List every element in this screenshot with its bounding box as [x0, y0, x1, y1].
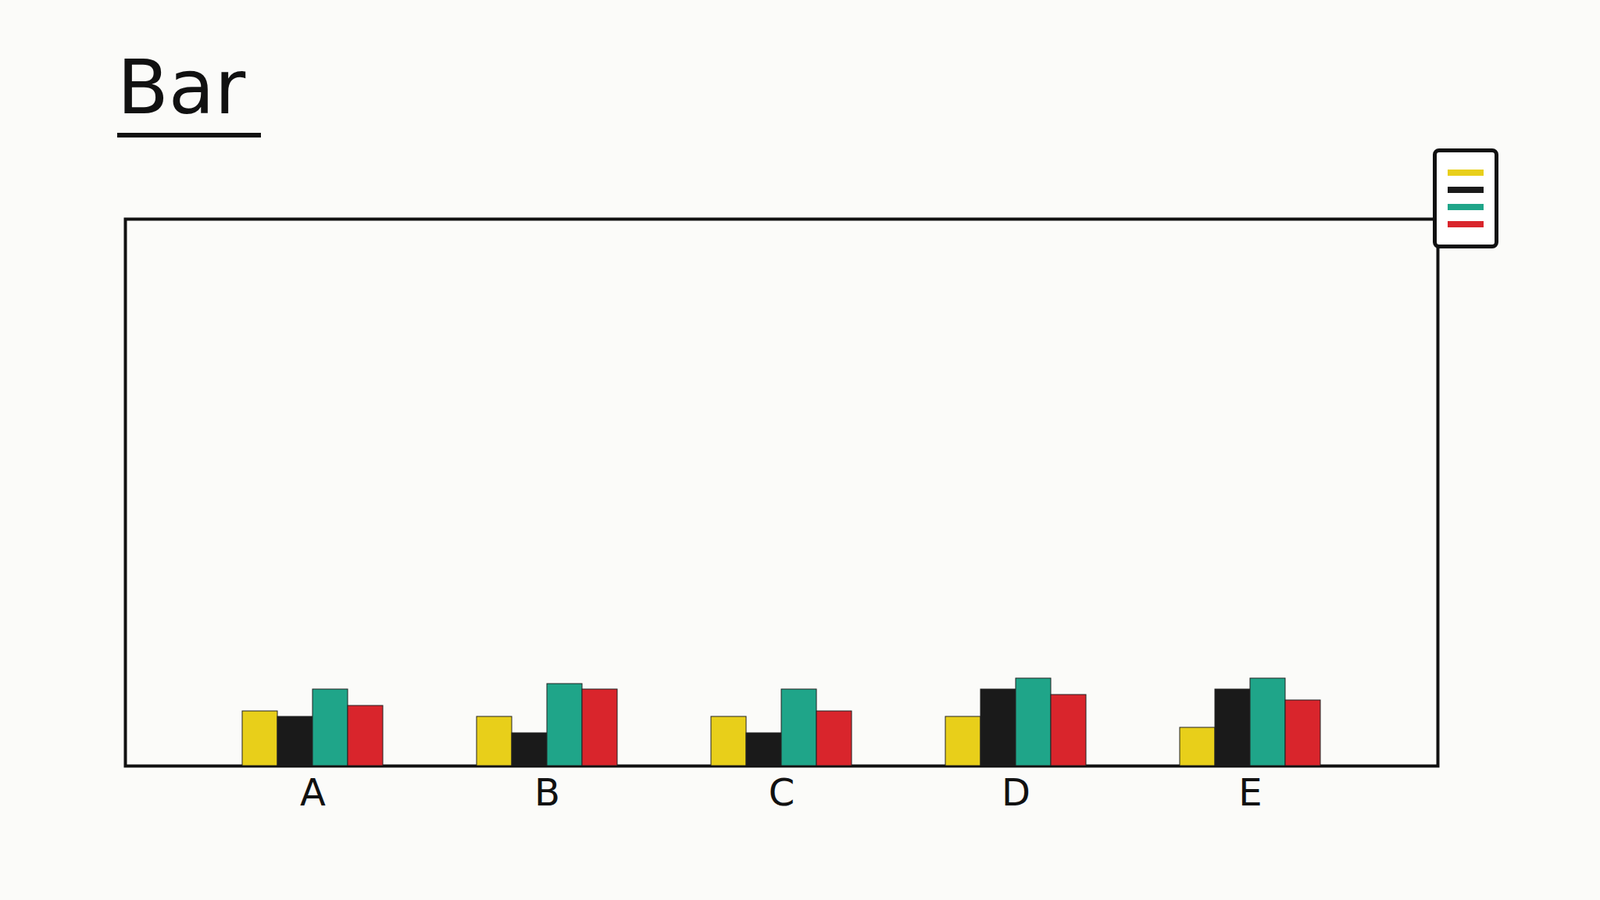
svg-text:D: D [1001, 770, 1031, 815]
svg-text:E: E [1238, 770, 1262, 815]
svg-text:B: B [534, 770, 561, 815]
html-text:Bar: Bar [117, 43, 246, 132]
svg-text:A: A [300, 770, 326, 815]
svg-text:C: C [768, 770, 796, 815]
